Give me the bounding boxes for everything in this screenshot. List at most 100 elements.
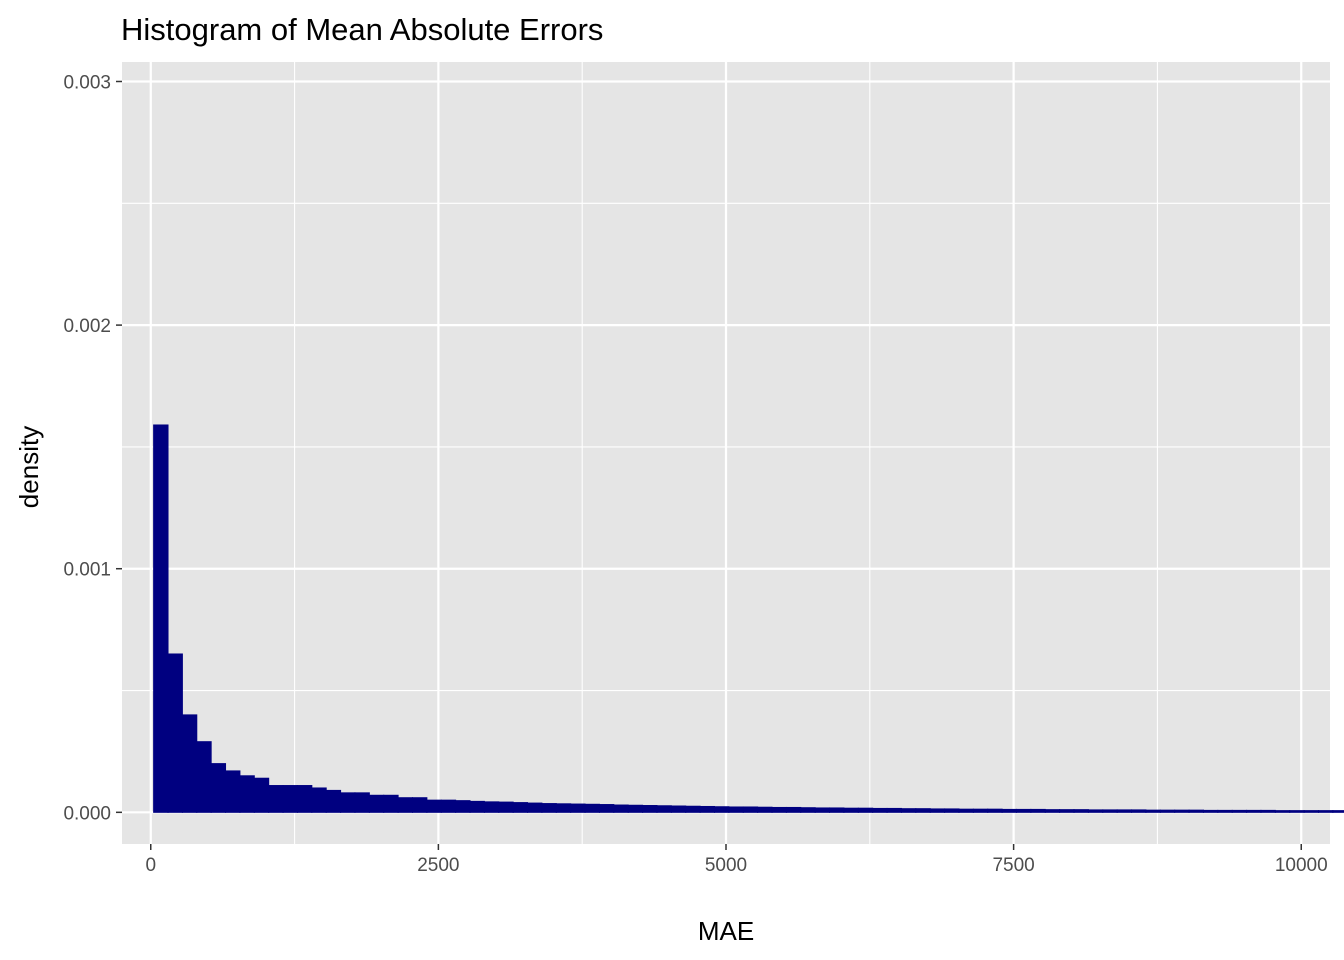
- histogram-bar: [512, 802, 529, 813]
- histogram-bar: [814, 807, 831, 813]
- histogram-bar: [613, 804, 629, 813]
- histogram-bar: [1317, 810, 1334, 813]
- y-tick-label: 0.002: [63, 316, 111, 337]
- histogram-bar: [656, 805, 672, 813]
- histogram-bar: [311, 787, 327, 813]
- histogram-bar: [1289, 810, 1305, 813]
- histogram-bar: [555, 803, 572, 813]
- histogram-bar: [325, 789, 342, 813]
- y-tick-label: 0.003: [63, 72, 111, 93]
- histogram-bar: [886, 807, 902, 813]
- histogram-bar: [742, 806, 759, 813]
- histogram-bar: [1044, 809, 1061, 813]
- histogram-bar: [1073, 809, 1089, 813]
- histogram-bar: [397, 797, 413, 813]
- x-tick-label: 7500: [992, 855, 1034, 876]
- histogram-bar: [1030, 808, 1046, 813]
- histogram-bar: [972, 808, 989, 813]
- histogram-bar: [225, 770, 241, 813]
- histogram-bar: [541, 803, 557, 813]
- histogram-bar: [1332, 810, 1344, 813]
- histogram-bar: [1231, 809, 1248, 813]
- histogram-bar: [181, 714, 198, 813]
- histogram-bar: [1260, 809, 1276, 813]
- histogram-bar: [987, 808, 1003, 813]
- histogram-bar: [1131, 809, 1147, 813]
- histogram-bar: [340, 792, 356, 813]
- histogram-bar: [1145, 809, 1161, 813]
- chart-title: Histogram of Mean Absolute Errors: [121, 12, 603, 47]
- histogram-bar: [1116, 809, 1133, 813]
- histogram-bar: [1087, 809, 1104, 813]
- histogram-bar: [210, 763, 227, 813]
- histogram-bar: [944, 808, 960, 813]
- y-axis-ticks: 0.000 0.001 0.002 0.003: [63, 72, 122, 824]
- histogram-bar: [282, 785, 298, 813]
- histogram-bar: [785, 806, 802, 813]
- histogram-bar: [1246, 809, 1262, 813]
- histogram-bar: [153, 424, 169, 813]
- histogram-bar: [411, 797, 428, 813]
- histogram-bars: [153, 424, 1344, 813]
- histogram-bar: [268, 785, 284, 813]
- histogram-bar: [354, 792, 370, 813]
- histogram-bar: [829, 807, 845, 813]
- histogram-bar: [670, 805, 687, 813]
- x-axis-ticks: 0 2500 5000 7500 10000: [145, 844, 1328, 876]
- histogram-bar: [426, 799, 442, 813]
- histogram-bar: [1059, 809, 1075, 813]
- histogram-bar: [1174, 809, 1190, 813]
- histogram-bar: [1274, 810, 1291, 813]
- x-axis-label: MAE: [698, 916, 754, 946]
- histogram-bar: [728, 806, 744, 813]
- histogram-bar: [800, 807, 816, 813]
- histogram-bar: [915, 808, 931, 813]
- histogram-bar: [1159, 809, 1176, 813]
- histogram-bar: [253, 777, 270, 813]
- x-tick-label: 10000: [1275, 855, 1328, 876]
- histogram-bar: [368, 794, 385, 813]
- histogram-bar: [483, 801, 500, 813]
- histogram-bar: [771, 806, 787, 813]
- histogram-bar: [1001, 808, 1017, 813]
- histogram-bar: [685, 805, 701, 813]
- histogram-bar: [642, 805, 658, 813]
- x-tick-label: 2500: [417, 855, 459, 876]
- histogram-bar: [383, 794, 399, 813]
- y-tick-label: 0.001: [63, 560, 111, 581]
- histogram-bar: [584, 803, 600, 813]
- histogram-bar: [598, 804, 615, 813]
- histogram-bar: [713, 806, 730, 813]
- histogram-bar: [1303, 810, 1319, 813]
- histogram-bar: [1202, 809, 1219, 813]
- histogram-bar: [1015, 808, 1032, 813]
- histogram-bar: [958, 808, 974, 813]
- x-tick-label: 0: [145, 855, 156, 876]
- x-tick-label: 5000: [705, 855, 747, 876]
- histogram-bar: [570, 803, 586, 813]
- histogram-bar: [498, 801, 514, 813]
- histogram-bar: [900, 808, 917, 813]
- histogram-bar: [527, 802, 543, 813]
- major-gridlines: [122, 62, 1330, 844]
- histogram-bar: [239, 775, 255, 813]
- histogram-bar: [1217, 809, 1233, 813]
- histogram-bar: [296, 785, 313, 813]
- histogram-bar: [857, 807, 874, 813]
- histogram-bar: [757, 806, 773, 813]
- histogram-bar: [455, 800, 471, 813]
- histogram-bar: [843, 807, 859, 813]
- histogram-bar: [699, 805, 715, 813]
- histogram-bar: [1102, 809, 1118, 813]
- histogram-bar: [872, 807, 888, 813]
- histogram-bar: [627, 804, 644, 813]
- histogram-bar: [440, 799, 457, 813]
- y-tick-label: 0.000: [63, 803, 111, 824]
- histogram-bar: [469, 800, 485, 813]
- histogram-bar: [929, 808, 946, 813]
- y-axis-label: density: [14, 426, 44, 508]
- histogram-bar: [1188, 809, 1204, 813]
- histogram-bar: [196, 741, 212, 813]
- histogram-bar: [167, 653, 183, 813]
